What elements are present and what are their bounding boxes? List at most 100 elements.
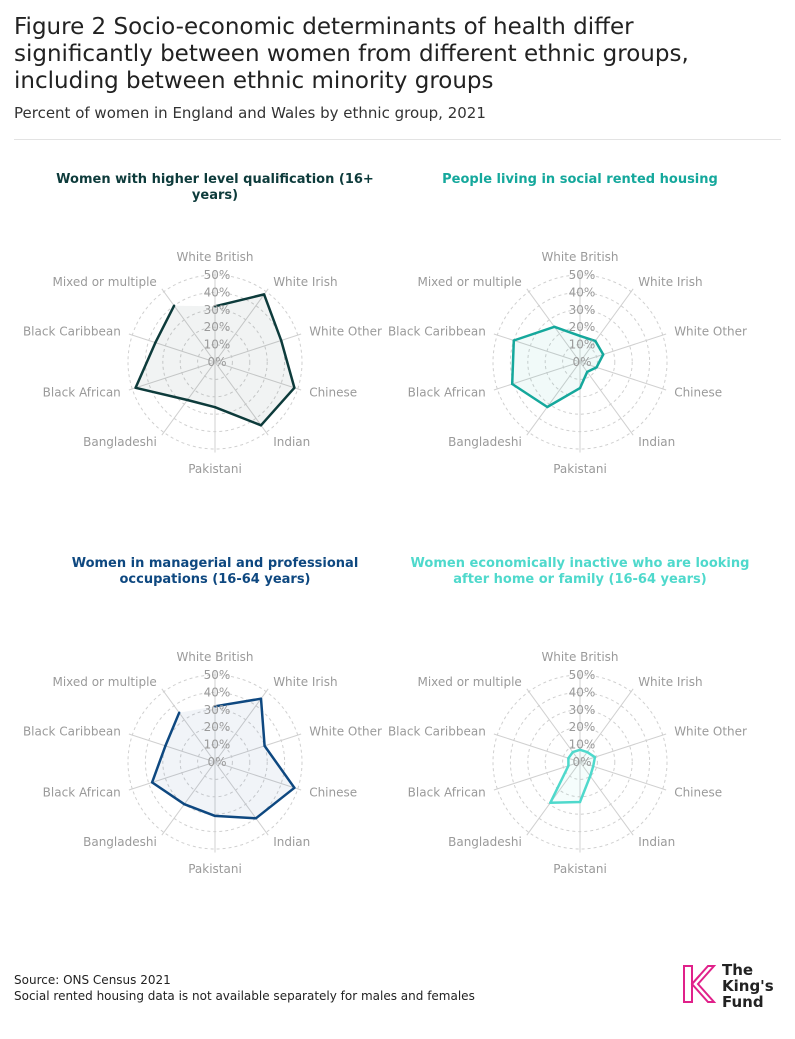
- spoke-chinese: [214, 361, 302, 391]
- category-label-pakistani: Pakistani: [188, 462, 242, 476]
- point-black-african: [150, 781, 154, 784]
- category-label-chinese: Chinese: [309, 786, 357, 800]
- category-label-chinese: Chinese: [674, 786, 722, 800]
- category-label-mixed-or-multiple: Mixed or multiple: [52, 675, 156, 689]
- point-indian: [259, 424, 263, 427]
- tick-label: 50%: [204, 668, 231, 682]
- point-chinese: [592, 765, 595, 768]
- category-label-white-other: White Other: [674, 724, 747, 738]
- category-label-pakistani: Pakistani: [188, 862, 242, 876]
- point-indian: [589, 774, 592, 778]
- point-white-british: [213, 705, 217, 708]
- point-pakistani: [578, 800, 582, 804]
- spoke-black-african: [128, 361, 216, 391]
- spoke-white-irish: [579, 288, 634, 363]
- category-label-white-other: White Other: [309, 724, 382, 738]
- grid-ring-1: [197, 344, 233, 380]
- point-bangladeshi: [186, 398, 189, 402]
- spoke-mixed-or-multiple: [526, 288, 581, 363]
- category-label-black-caribbean: Black Caribbean: [388, 324, 486, 338]
- point-pakistani: [578, 386, 582, 390]
- tick-label: 30%: [204, 303, 231, 317]
- point-bangladeshi: [183, 803, 186, 806]
- spoke-mixed-or-multiple: [161, 288, 216, 363]
- spoke-chinese: [579, 361, 667, 391]
- category-label-black-african: Black African: [408, 786, 486, 800]
- tick-label: 0%: [572, 755, 591, 769]
- kings-fund-logo: The King's Fund: [682, 962, 782, 1012]
- tick-label: 10%: [204, 738, 231, 752]
- category-label-pakistani: Pakistani: [553, 462, 607, 476]
- spoke-mixed-or-multiple: [161, 688, 216, 763]
- point-indian: [254, 817, 258, 820]
- tick-label: 50%: [204, 268, 231, 282]
- category-label-black-african: Black African: [43, 386, 121, 400]
- spoke-black-caribbean: [493, 733, 581, 763]
- point-white-other: [280, 339, 283, 342]
- point-black-african: [567, 764, 570, 767]
- title-divider: [14, 139, 781, 140]
- panel-title-economically-inactive: Women economically inactive who are look…: [410, 556, 750, 587]
- spoke-white-other: [579, 333, 667, 363]
- tick-label: 0%: [207, 755, 226, 769]
- tick-label: 10%: [204, 338, 231, 352]
- footer: Source: ONS Census 2021 Social rented ho…: [14, 972, 475, 1004]
- category-label-black-caribbean: Black Caribbean: [23, 324, 121, 338]
- tick-label: 20%: [569, 720, 596, 734]
- spoke-indian: [579, 761, 634, 836]
- spoke-white-irish: [214, 688, 269, 763]
- tick-label: 20%: [569, 320, 596, 334]
- category-label-mixed-or-multiple: Mixed or multiple: [52, 275, 156, 289]
- category-label-black-caribbean: Black Caribbean: [388, 724, 486, 738]
- grid-ring-3: [162, 309, 268, 415]
- category-label-white-other: White Other: [674, 324, 747, 338]
- point-white-irish: [259, 697, 263, 700]
- radar-chart-2: 0% 10% 20% 30% 40% 50% White British White Iris…: [23, 650, 382, 876]
- category-label-white-other: White Other: [309, 324, 382, 338]
- tick-label: 40%: [204, 285, 231, 299]
- category-label-chinese: Chinese: [309, 386, 357, 400]
- point-bangladeshi: [546, 405, 549, 409]
- category-label-black-african: Black African: [408, 386, 486, 400]
- grid-ring-1: [562, 344, 598, 380]
- logo-line-1: The: [722, 961, 754, 979]
- spoke-indian: [214, 761, 269, 836]
- spoke-white-irish: [214, 288, 269, 363]
- tick-label: 40%: [569, 285, 596, 299]
- point-mixed-or-multiple: [553, 325, 556, 328]
- point-mixed-or-multiple: [172, 304, 176, 307]
- grid-ring-1: [197, 744, 233, 780]
- radar-chart-0: 0% 10% 20% 30% 40% 50% White British White Iris…: [23, 250, 382, 476]
- point-black-caribbean: [164, 744, 167, 748]
- point-white-irish: [586, 750, 589, 754]
- tick-label: 40%: [569, 685, 596, 699]
- grid-ring-1: [562, 744, 598, 780]
- category-label-bangladeshi: Bangladeshi: [448, 435, 522, 449]
- category-label-indian: Indian: [273, 835, 310, 849]
- kings-fund-logo-mark: [683, 965, 717, 1003]
- category-label-chinese: Chinese: [674, 386, 722, 400]
- spoke-white-other: [214, 333, 302, 363]
- spoke-bangladeshi: [526, 361, 581, 436]
- point-bangladeshi: [549, 801, 552, 804]
- point-white-british: [578, 748, 582, 751]
- tick-label: 10%: [569, 738, 596, 752]
- point-black-african: [511, 382, 514, 386]
- grid-ring-3: [162, 709, 268, 815]
- point-white-irish: [594, 339, 597, 343]
- category-label-white-british: White British: [176, 250, 253, 264]
- point-white-other: [602, 353, 605, 356]
- grid-ring-3: [527, 709, 633, 815]
- spoke-black-african: [128, 761, 216, 791]
- point-black-caribbean: [512, 339, 515, 342]
- category-label-mixed-or-multiple: Mixed or multiple: [417, 675, 521, 689]
- category-label-bangladeshi: Bangladeshi: [83, 435, 157, 449]
- category-label-indian: Indian: [273, 435, 310, 449]
- spoke-black-caribbean: [493, 333, 581, 363]
- point-white-other: [263, 744, 266, 748]
- point-white-british: [213, 305, 217, 308]
- series-area: [152, 698, 295, 819]
- point-indian: [586, 370, 589, 374]
- spoke-indian: [214, 361, 269, 436]
- point-white-british: [578, 334, 582, 338]
